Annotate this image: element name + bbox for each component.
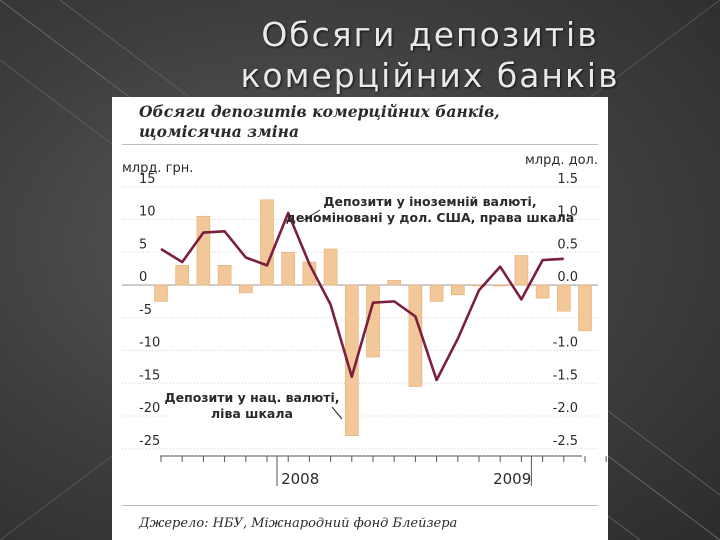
right-tick-label: -1.5 — [553, 368, 578, 383]
annotation-fx-leader — [301, 209, 321, 222]
slide-title: Обсяги депозитів комерційних банків — [200, 14, 660, 96]
right-axis-unit: млрд. дол. — [524, 153, 598, 168]
slide-title-line-1: Обсяги депозитів — [261, 15, 599, 54]
right-tick-label: -2.5 — [553, 434, 578, 449]
bar — [323, 248, 338, 286]
annotation-uah-box — [168, 389, 336, 421]
slide-title-line-2: комерційних банків — [240, 56, 620, 95]
line-series — [160, 211, 564, 382]
annotation-fx-box — [296, 193, 558, 225]
annotation-fx-line-2: деноміновані у дол. США, права шкала — [286, 210, 574, 225]
bar — [345, 284, 359, 436]
left-tick-label: 15 — [139, 172, 156, 187]
bar — [578, 284, 592, 332]
bar — [450, 284, 465, 296]
left-tick-label: -25 — [139, 434, 160, 449]
bar — [239, 284, 253, 294]
x-axis: 2008 2009 — [160, 455, 607, 488]
chart-plot: 15 10 5 0 -5 -10 -15 -20 -25 1.5 1.0 0.5 0.0 -1.0 -1.5… — [122, 172, 607, 488]
bar — [429, 284, 444, 302]
chart-title: Обсяги депозитів комерційних банків, щом… — [139, 102, 500, 141]
right-tick-label: 1.5 — [557, 172, 578, 187]
annotation-uah-leader — [331, 406, 343, 420]
bar — [196, 215, 211, 286]
left-tick-label: -15 — [139, 368, 160, 383]
axis-tick-labels: 15 10 5 0 -5 -10 -15 -20 -25 1.5 1.0 0.5 0.0 -1.0 -1.5… — [139, 172, 578, 449]
right-tick-label: -2.0 — [553, 401, 578, 416]
chart-source: Джерело: НБУ, Міжнародний фонд Блейзера — [139, 516, 458, 531]
x-year-label: 2008 — [281, 470, 319, 488]
bar — [217, 265, 232, 286]
source-divider — [122, 505, 598, 506]
x-year-label: 2009 — [493, 470, 531, 488]
bar — [387, 280, 402, 286]
right-tick-label: 0.5 — [557, 237, 578, 252]
right-tick-label: 1.0 — [557, 205, 578, 220]
bar — [260, 199, 274, 286]
annotations: Депозити у іноземній валюті,деноміновані… — [164, 193, 574, 421]
annotation-fx-line-1: Депозити у іноземній валюті, — [323, 194, 536, 209]
bar — [281, 251, 295, 286]
title-divider — [122, 144, 598, 145]
bar — [493, 284, 508, 287]
right-tick-label: 0.0 — [557, 270, 578, 285]
annotation-uah-line-1: Депозити у нац. валюті, — [164, 390, 339, 405]
left-tick-label: 0 — [139, 270, 147, 285]
left-tick-label: -10 — [139, 336, 160, 351]
bar — [154, 284, 168, 302]
annotation-uah-line-2: ліва шкала — [211, 406, 293, 421]
bar — [472, 284, 486, 287]
left-axis-unit: млрд. грн. — [122, 161, 194, 176]
left-tick-label: -5 — [139, 303, 152, 318]
bar — [408, 284, 423, 387]
right-tick-label: -1.0 — [553, 336, 578, 351]
line-series-path — [160, 211, 564, 382]
bar — [556, 284, 571, 312]
left-tick-label: -20 — [139, 401, 160, 416]
bar — [535, 284, 550, 299]
chart-panel: Обсяги депозитів комерційних банків, щом… — [112, 97, 608, 540]
bar — [514, 255, 529, 286]
left-tick-label: 5 — [139, 237, 147, 252]
left-tick-label: 10 — [139, 205, 156, 220]
bar — [175, 265, 190, 286]
